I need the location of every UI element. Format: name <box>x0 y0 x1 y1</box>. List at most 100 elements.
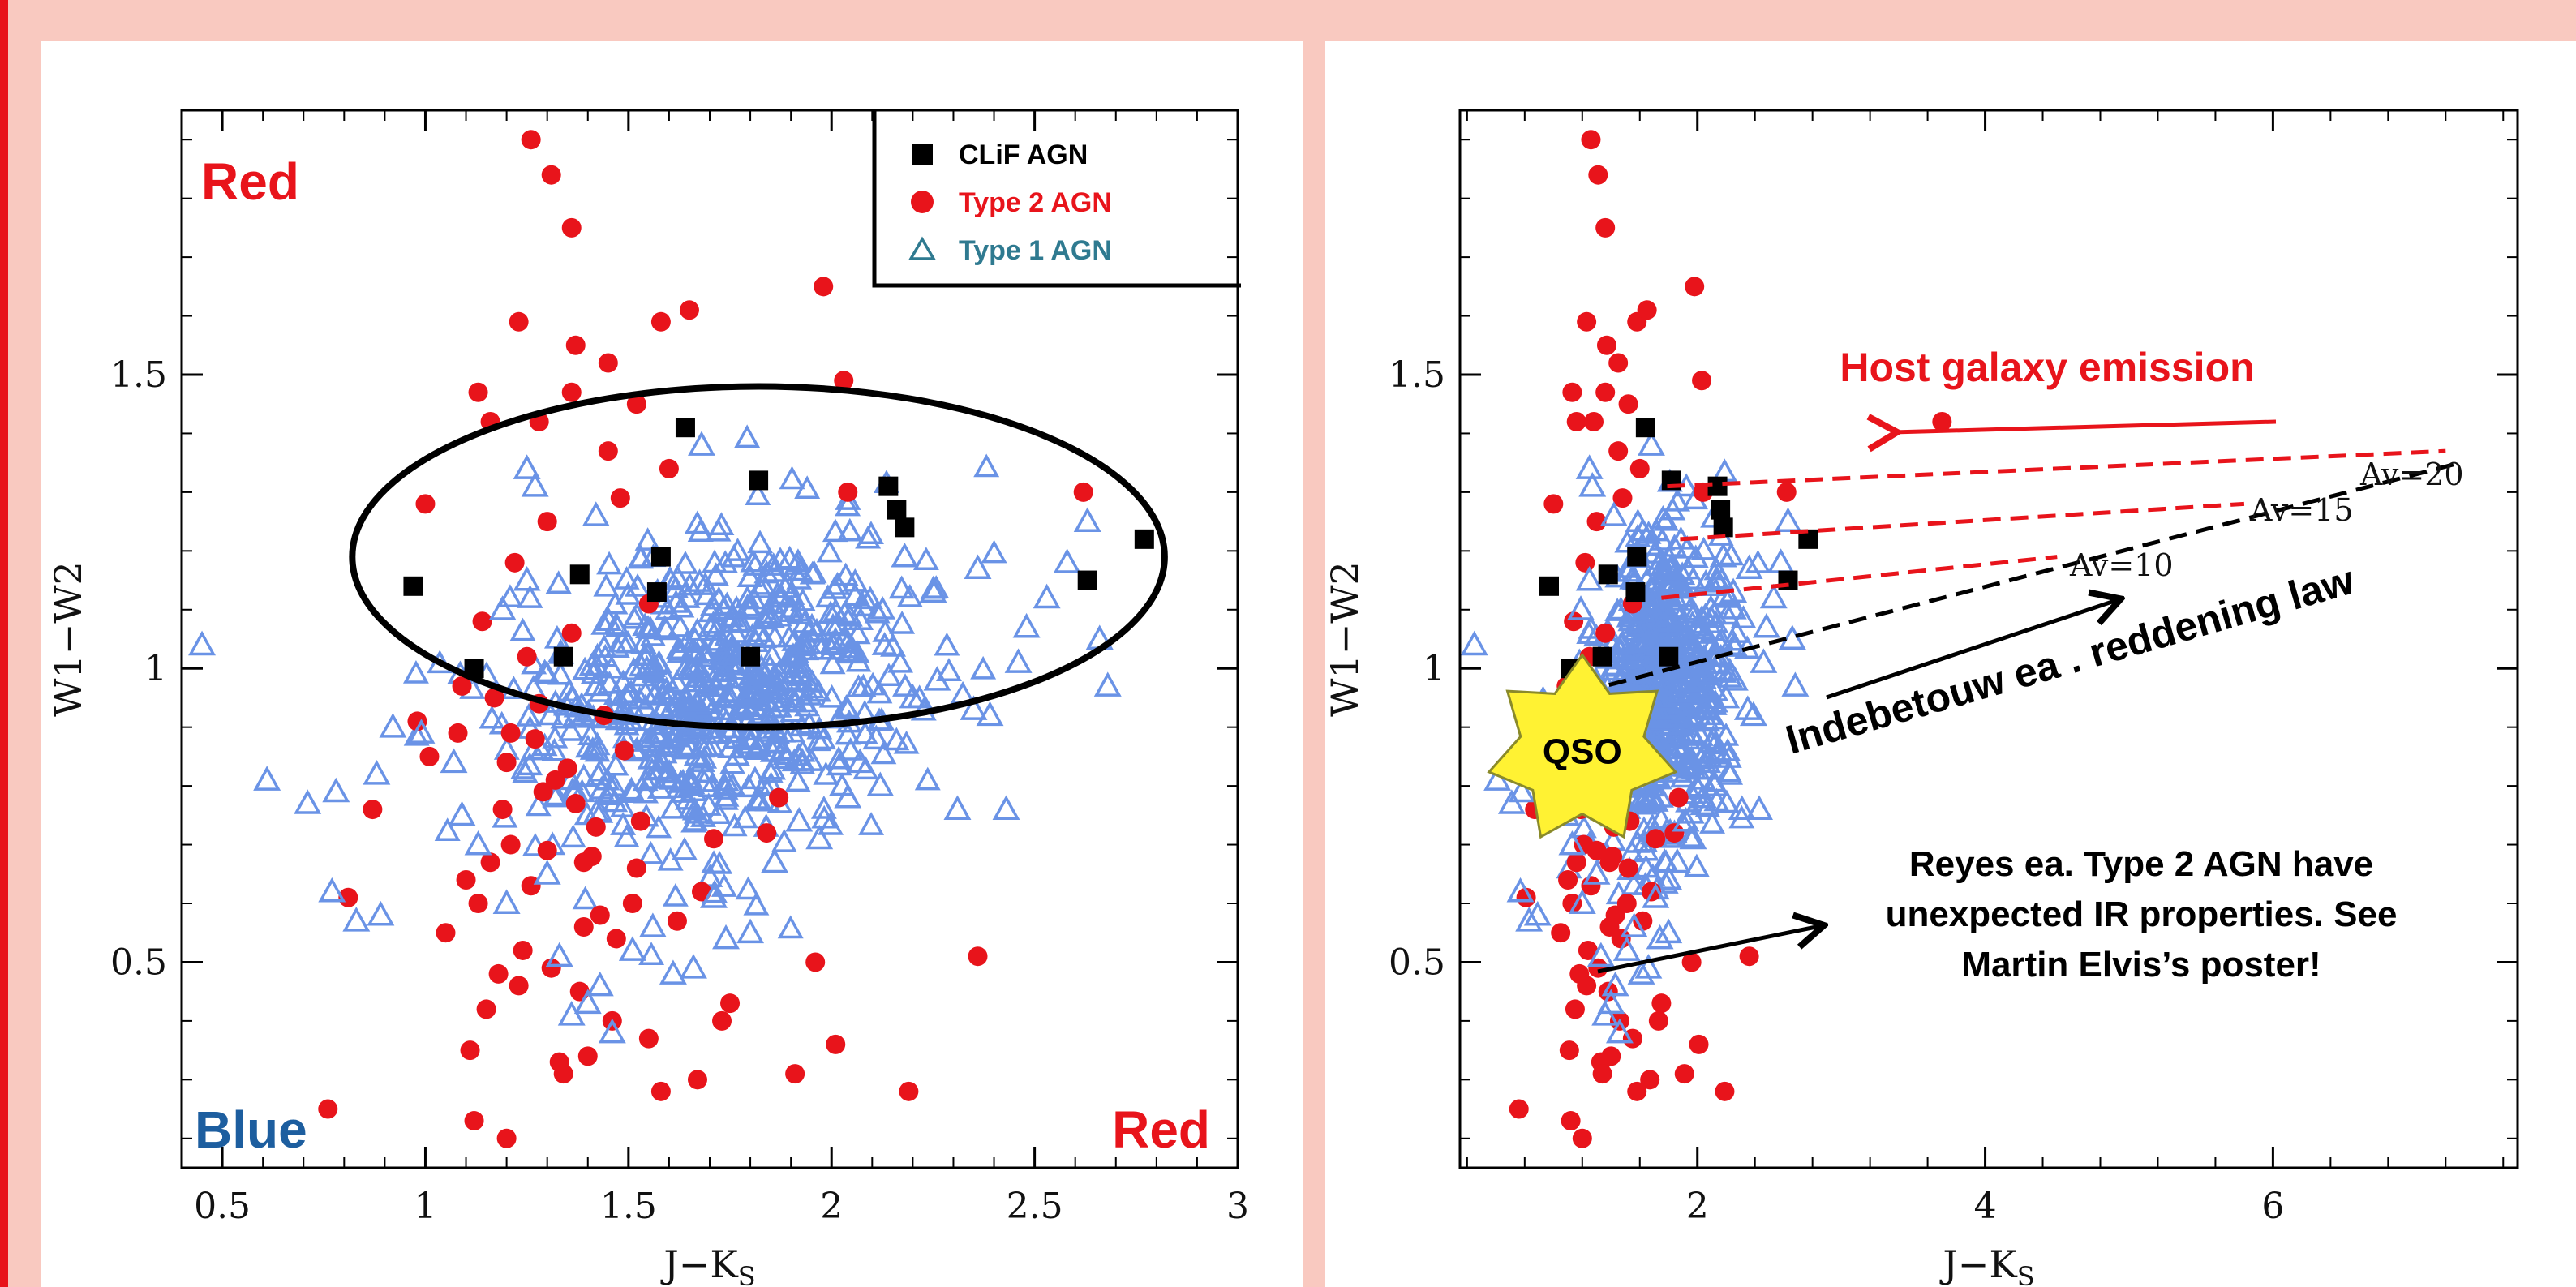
y-tick-label: 0.5 <box>110 942 167 983</box>
type1-cloud-point <box>625 573 651 597</box>
type2-point <box>1637 300 1657 320</box>
type2-point <box>557 758 577 779</box>
legend-clif-label: CLiF AGN <box>959 139 1088 170</box>
type2-point <box>448 723 468 743</box>
type2-point <box>638 1028 659 1049</box>
type1-cloud-point <box>683 742 710 766</box>
type2-point <box>1685 277 1705 297</box>
type1-cloud-point <box>717 735 744 759</box>
type2-point <box>1566 852 1586 873</box>
type1-point <box>1033 583 1061 609</box>
type1-cloud-point <box>402 659 429 684</box>
right-axis-ticks: 2 4 6 0.5 1 1.5 <box>1389 110 2518 1227</box>
type1-cloud-point <box>1690 536 1717 560</box>
type1-point <box>899 683 927 709</box>
type1-point <box>573 989 602 1015</box>
type1-cloud-point <box>712 787 739 810</box>
clif-point <box>1713 517 1733 538</box>
type1-cloud-point <box>632 612 659 637</box>
clif-point <box>1134 529 1154 549</box>
type1-cloud-point <box>496 584 523 608</box>
x-tick-label: 2.5 <box>1007 1186 1063 1227</box>
type2-point <box>785 1064 805 1084</box>
left-scatter-chart: 0.5 1 1.5 2 2.5 3 0.5 1 1.5 CLiF AGN Type 2 AGN … <box>46 109 1249 1287</box>
type1-cloud-point <box>871 632 898 655</box>
type2-point <box>545 770 565 790</box>
type1-cloud-point <box>638 840 664 864</box>
type2-point <box>436 923 456 943</box>
type1-cloud-point <box>1646 608 1673 633</box>
x-tick-label: 0.5 <box>194 1186 251 1227</box>
type1-cloud-point <box>935 658 962 681</box>
type1-point <box>618 936 646 961</box>
type2-point <box>704 829 724 849</box>
type1-cloud-point <box>618 680 645 703</box>
type1-cloud-point <box>857 521 884 545</box>
legend: CLiF AGN Type 2 AGN Type 1 AGN <box>872 110 1241 288</box>
type1-cloud-point <box>1683 853 1710 877</box>
type1-cloud-point <box>1713 789 1740 813</box>
type1-cloud-point <box>1669 711 1696 736</box>
type2-point <box>573 916 594 937</box>
type2-point <box>504 552 525 573</box>
type2-point <box>509 311 529 332</box>
type1-cloud-point <box>1686 669 1713 693</box>
type2-point <box>687 1070 707 1090</box>
type1-cloud-point <box>689 749 715 773</box>
clif-point <box>1635 418 1655 438</box>
type2-point <box>598 353 618 373</box>
clif-point <box>878 476 899 496</box>
type1-cloud-point <box>587 678 614 702</box>
type1-cloud-point <box>703 631 730 655</box>
type1-point <box>513 454 541 479</box>
type1-point <box>1679 824 1707 850</box>
type1-point <box>1575 454 1604 479</box>
type2-point <box>1629 458 1650 478</box>
type1-cloud-point <box>1664 613 1690 637</box>
type1-cloud-point <box>515 703 542 727</box>
type1-cloud-point <box>734 680 761 705</box>
type1-cloud-point <box>816 538 843 563</box>
type2-point <box>626 858 646 878</box>
type2-point <box>561 217 582 238</box>
type2-point <box>1577 976 1597 996</box>
type2-point <box>1588 958 1608 978</box>
type2-point <box>1692 371 1712 391</box>
series-square <box>1539 418 1818 679</box>
type2-point <box>419 746 440 766</box>
type2-point <box>407 711 427 731</box>
type1-cloud-point <box>633 779 659 804</box>
type1-point <box>1586 942 1615 967</box>
type1-cloud-point <box>1713 722 1740 746</box>
type1-cloud-point <box>735 876 762 900</box>
type1-cloud-point <box>674 786 701 810</box>
type2-point <box>318 1099 338 1119</box>
left-axis-ticks: 0.5 1 1.5 2 2.5 3 0.5 1 1.5 <box>110 110 1249 1227</box>
type2-point <box>363 800 383 820</box>
type1-cloud-point <box>587 757 614 782</box>
type1-point <box>1728 795 1756 821</box>
type1-cloud-point <box>799 612 825 637</box>
type2-point <box>626 394 646 414</box>
type2-point <box>1674 1064 1694 1084</box>
type1-cloud-point <box>1621 667 1648 690</box>
type1-point <box>1599 501 1628 526</box>
type1-cloud-point <box>1699 810 1726 834</box>
type1-cloud-point <box>1677 824 1703 847</box>
type1-cloud-point <box>766 603 792 627</box>
type1-cloud-point <box>1609 646 1636 670</box>
type1-cloud-point <box>772 741 799 766</box>
type1-cloud-point <box>1682 544 1709 568</box>
type1-cloud-point <box>759 605 786 628</box>
type1-cloud-point <box>683 800 710 824</box>
type1-point <box>407 719 436 744</box>
type1-cloud-point <box>557 718 584 741</box>
type1-cloud-point <box>1608 664 1634 689</box>
right-chart-panel: 2 4 6 0.5 1 1.5 QSO Host galaxy emission Av=2… <box>1325 41 2576 1287</box>
type1-cloud-point <box>835 696 861 720</box>
type1-point <box>1712 683 1741 709</box>
type1-cloud-point <box>832 562 859 586</box>
type1-cloud-point <box>887 649 913 673</box>
type1-cloud-point <box>1670 680 1697 703</box>
type2-point <box>1595 623 1616 643</box>
